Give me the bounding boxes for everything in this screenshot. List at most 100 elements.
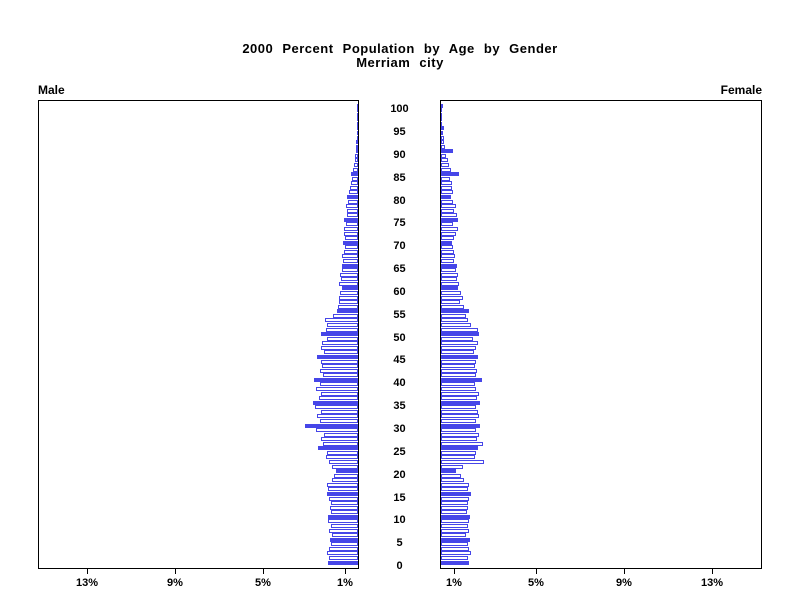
percent-tick-label-1%: 1% <box>337 577 353 589</box>
age-tick-label-5: 5 <box>396 537 403 550</box>
bar-female-age-94 <box>441 131 443 136</box>
age-tick-label-40: 40 <box>393 377 406 390</box>
bar-male-age-74 <box>346 222 358 227</box>
bar-male-age-80 <box>347 195 358 199</box>
bar-male-age-95 <box>357 126 358 131</box>
percent-tick <box>624 569 625 574</box>
bar-male-age-14 <box>329 496 358 501</box>
percent-tick-label-5%: 5% <box>528 577 544 589</box>
bar-female-age-52 <box>441 322 471 327</box>
bar-female-age-24 <box>441 450 476 455</box>
bar-male-age-45 <box>317 354 358 359</box>
bar-male-age-79 <box>348 199 358 204</box>
bar-male-age-26 <box>323 441 358 446</box>
bar-female-age-81 <box>441 190 453 195</box>
bar-male-age-23 <box>326 455 358 460</box>
bar-male-age-6 <box>332 533 358 538</box>
bar-female-age-14 <box>441 496 469 501</box>
bar-male-age-61 <box>339 281 358 286</box>
bar-male-age-81 <box>349 190 358 195</box>
bar-male-age-18 <box>332 478 358 483</box>
bar-male-age-43 <box>322 364 358 369</box>
percent-tick-label-9%: 9% <box>616 577 632 589</box>
bar-female-age-85 <box>441 172 459 177</box>
bar-female-age-36 <box>441 396 477 401</box>
bar-female-age-56 <box>441 304 464 309</box>
age-tick-label-0: 0 <box>396 560 403 573</box>
age-tick-label-95: 95 <box>393 125 406 138</box>
bar-female-age-69 <box>441 245 453 250</box>
bar-male-age-62 <box>341 277 358 282</box>
age-tick-label-50: 50 <box>393 331 406 344</box>
bar-male-age-58 <box>339 295 358 300</box>
bar-male-age-22 <box>329 460 358 465</box>
bar-female-age-95 <box>441 126 444 131</box>
bar-female-age-62 <box>441 277 457 282</box>
percent-tick <box>87 569 88 574</box>
bar-male-age-34 <box>315 405 358 410</box>
bar-female-age-45 <box>441 354 478 359</box>
bar-female-age-78 <box>441 204 456 209</box>
bar-female-age-8 <box>441 524 468 529</box>
bar-female-age-11 <box>441 510 467 515</box>
bar-male-age-73 <box>344 226 358 231</box>
percent-tick <box>175 569 176 574</box>
age-tick-label-45: 45 <box>393 354 406 367</box>
bar-male-age-77 <box>347 208 358 213</box>
bar-female-age-5 <box>441 537 470 542</box>
bar-male-age-44 <box>321 359 358 364</box>
bar-female-age-63 <box>441 272 458 277</box>
bar-male-age-69 <box>345 245 358 250</box>
bar-female-age-64 <box>441 268 456 273</box>
male-panel <box>38 100 359 569</box>
bar-male-age-28 <box>324 432 358 437</box>
bar-female-age-10 <box>441 514 470 519</box>
bar-female-age-20 <box>441 469 456 474</box>
percent-tick <box>263 569 264 574</box>
male-panel-label: Male <box>38 83 65 97</box>
bar-male-age-5 <box>330 537 358 542</box>
bar-male-age-54 <box>333 313 358 318</box>
bar-male-age-98 <box>357 112 358 117</box>
bar-male-age-38 <box>316 386 358 391</box>
bar-female-age-91 <box>441 144 445 149</box>
bar-male-age-84 <box>352 176 358 181</box>
bar-male-age-39 <box>320 382 358 387</box>
bar-female-age-86 <box>441 167 451 172</box>
bar-male-age-55 <box>337 309 358 314</box>
bar-female-age-57 <box>441 300 460 305</box>
bar-male-age-40 <box>314 377 358 382</box>
chart-title: 2000 Percent Population by Age by Gender <box>242 41 558 56</box>
age-tick-label-65: 65 <box>393 263 406 276</box>
bar-male-age-92 <box>356 140 358 145</box>
age-tick-label-25: 25 <box>393 445 406 458</box>
bar-female-age-13 <box>441 501 468 506</box>
bar-male-age-30 <box>305 423 358 428</box>
bar-male-age-17 <box>327 482 358 487</box>
bar-male-age-99 <box>357 108 358 113</box>
bar-male-age-2 <box>327 551 358 556</box>
bar-male-age-64 <box>342 268 358 273</box>
bar-female-age-32 <box>441 414 479 419</box>
bar-male-age-1 <box>329 556 358 561</box>
percent-tick <box>712 569 713 574</box>
bar-male-age-70 <box>343 240 358 245</box>
bar-male-age-51 <box>326 327 358 332</box>
bar-female-age-93 <box>441 135 444 140</box>
bar-male-age-65 <box>342 263 358 268</box>
bar-female-age-73 <box>441 226 458 231</box>
bar-female-age-21 <box>441 464 463 469</box>
bar-male-age-31 <box>320 418 358 423</box>
bar-female-age-89 <box>441 153 446 158</box>
bar-female-age-80 <box>441 195 451 199</box>
age-tick-label-35: 35 <box>393 400 406 413</box>
bar-male-age-35 <box>313 400 358 405</box>
bar-female-age-83 <box>441 181 452 186</box>
bar-female-age-96 <box>441 121 442 126</box>
bar-female-age-41 <box>441 373 476 378</box>
bar-male-age-11 <box>331 510 358 515</box>
bar-female-age-23 <box>441 455 475 460</box>
bar-female-age-1 <box>441 556 468 561</box>
bar-male-age-91 <box>356 144 358 149</box>
bar-male-age-86 <box>353 167 358 172</box>
